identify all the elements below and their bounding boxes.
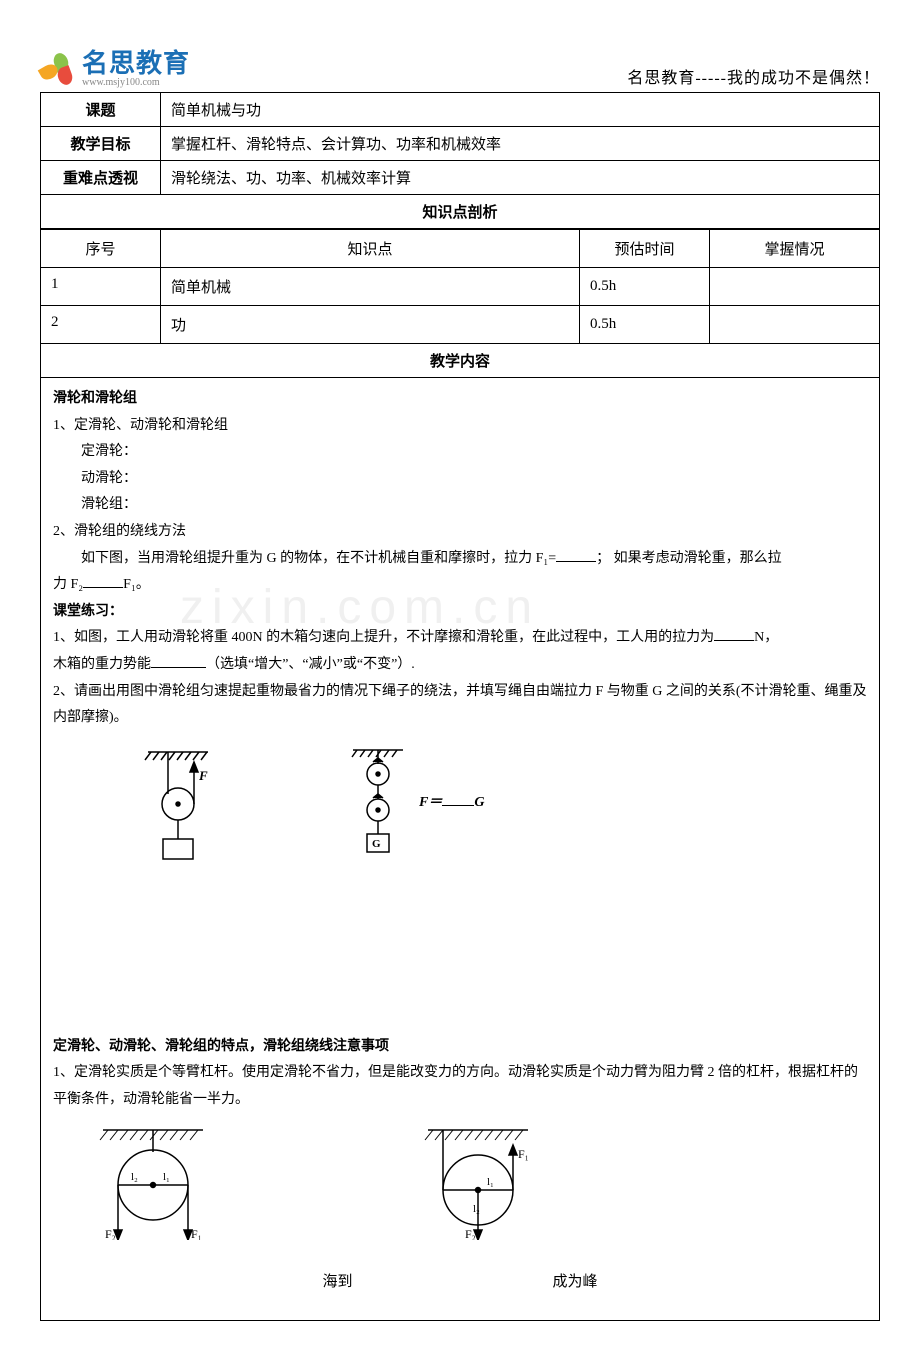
kp-time: 0.5h <box>580 306 710 344</box>
fixed-pulley-diagram: l₂ l₁ F₂ F₁ <box>83 1120 243 1240</box>
meta-topic: 简单机械与功 <box>161 93 880 127</box>
header: 名思教育 www.msjy100.com 名思教育-----我的成功不是偶然！ <box>40 50 880 88</box>
text-line: 滑轮组： <box>53 492 867 519</box>
svg-text:l₁: l₁ <box>487 1176 494 1188</box>
kp-point: 简单机械 <box>161 268 580 306</box>
text-line: 如下图，当用滑轮组提升重为 G 的物体，在不计机械自重和摩擦时，拉力 F₁=； … <box>53 546 867 573</box>
svg-text:F₁: F₁ <box>191 1227 202 1240</box>
footer-text: 海到成为峰 <box>0 1270 920 1291</box>
logo-url: www.msjy100.com <box>82 78 190 88</box>
pulley-diagram-2: G <box>343 744 413 864</box>
kp-header-point: 知识点 <box>161 230 580 268</box>
text-line: 力 F₂F₁。 <box>53 572 867 599</box>
meta-label-topic: 课题 <box>41 93 161 127</box>
kp-header-mastery: 掌握情况 <box>710 230 880 268</box>
text-line: 2、请画出用图中滑轮组匀速提起重物最省力的情况下绳子的绕法，并填写绳自由端拉力 … <box>53 679 867 732</box>
text-line: 木箱的重力势能（选填“增大”、“减小”或“不变”）. <box>53 652 867 679</box>
kp-header-time: 预估时间 <box>580 230 710 268</box>
kp-mastery <box>710 268 880 306</box>
logo-name: 名思教育 <box>82 50 190 76</box>
meta-objective: 掌握杠杆、滑轮特点、会计算功、功率和机械效率 <box>161 127 880 161</box>
table-row: 1 简单机械 0.5h <box>41 268 880 306</box>
meta-focus: 滑轮绕法、功、功率、机械效率计算 <box>161 161 880 195</box>
kp-num: 2 <box>41 306 161 344</box>
svg-text:l₂: l₂ <box>131 1171 138 1183</box>
svg-text:l₁: l₁ <box>163 1171 170 1183</box>
meta-label-objective: 教学目标 <box>41 127 161 161</box>
svg-text:l₂: l₂ <box>473 1203 480 1215</box>
diagram-row: F <box>133 744 867 864</box>
kp-time: 0.5h <box>580 268 710 306</box>
kp-section-title: 知识点剖析 <box>40 195 880 229</box>
heading-practice: 课堂练习： <box>53 604 123 619</box>
kp-header-num: 序号 <box>41 230 161 268</box>
meta-table: 课题 简单机械与功 教学目标 掌握杠杆、滑轮特点、会计算功、功率和机械效率 重难… <box>40 92 880 195</box>
table-row: 2 功 0.5h <box>41 306 880 344</box>
text-line: 1、如图，工人用动滑轮将重 400N 的木箱匀速向上提升，不计摩擦和滑轮重，在此… <box>53 625 867 652</box>
logo-icon <box>40 51 76 87</box>
blank-field[interactable] <box>151 654 206 668</box>
movable-pulley-diagram: l₁ l₂ F₁ F₂ <box>403 1120 573 1240</box>
text-line: 2、滑轮组的绕线方法 <box>53 519 867 546</box>
text-line: 动滑轮： <box>53 466 867 493</box>
svg-text:F₁: F₁ <box>518 1147 529 1161</box>
slogan: 名思教育-----我的成功不是偶然！ <box>627 64 880 88</box>
content-section-title: 教学内容 <box>40 344 880 378</box>
text-line: 1、定滑轮实质是个等臂杠杆。使用定滑轮不省力，但是能改变力的方向。动滑轮实质是个… <box>53 1060 867 1113</box>
svg-text:F₂: F₂ <box>465 1227 476 1240</box>
text-line: 1、定滑轮、动滑轮和滑轮组 <box>53 413 867 440</box>
kp-num: 1 <box>41 268 161 306</box>
svg-text:F₂: F₂ <box>105 1227 116 1240</box>
svg-text:F: F <box>198 768 208 783</box>
blank-field[interactable] <box>83 574 123 588</box>
pulley-diagram-1: F <box>133 744 223 864</box>
content-body: 滑轮和滑轮组 1、定滑轮、动滑轮和滑轮组 定滑轮： 动滑轮： 滑轮组： 2、滑轮… <box>40 378 880 1321</box>
leaf-icon <box>55 65 74 87</box>
kp-table: 序号 知识点 预估时间 掌握情况 1 简单机械 0.5h 2 功 0.5h <box>40 229 880 344</box>
heading-features: 定滑轮、动滑轮、滑轮组的特点，滑轮组绕线注意事项 <box>53 1039 389 1054</box>
heading-pulley: 滑轮和滑轮组 <box>53 391 137 406</box>
logo: 名思教育 www.msjy100.com <box>40 50 190 88</box>
meta-label-focus: 重难点透视 <box>41 161 161 195</box>
blank-field[interactable] <box>442 792 474 806</box>
kp-point: 功 <box>161 306 580 344</box>
diagram-2-label: F＝G <box>419 790 484 817</box>
blank-field[interactable] <box>556 548 596 562</box>
bottom-diagrams: l₂ l₁ F₂ F₁ <box>83 1120 867 1240</box>
blank-field[interactable] <box>714 627 754 641</box>
kp-mastery <box>710 306 880 344</box>
svg-text:G: G <box>372 838 381 850</box>
text-line: 定滑轮： <box>53 439 867 466</box>
